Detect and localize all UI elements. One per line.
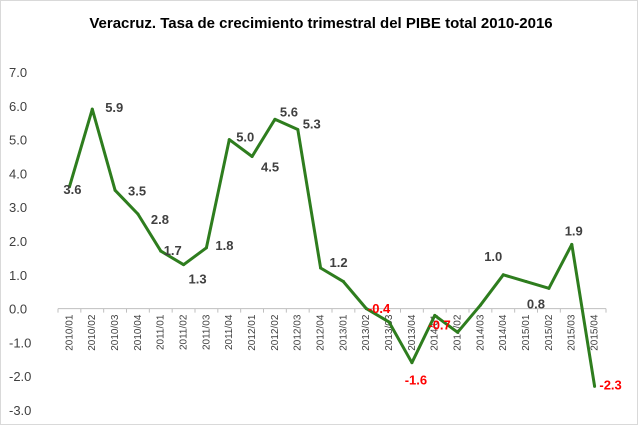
y-tick-label: 3.0 [9,200,27,215]
y-tick-label: -2.0 [9,369,31,384]
x-tick-label: 2011/03 [201,314,212,350]
x-tick-label: 2010/03 [110,314,121,351]
data-point [478,303,482,307]
data-label: 5.0 [236,130,254,145]
data-point [136,212,140,216]
data-point [364,307,368,311]
data-label: -1.6 [405,373,427,388]
data-point [204,246,208,250]
x-tick-label: 2013/01 [338,314,349,351]
x-tick-label: 2013/03 [384,314,395,351]
data-label: 5.9 [105,100,123,115]
data-label: 1.9 [565,223,583,238]
data-point [570,242,574,246]
data-label: 5.6 [280,104,298,119]
x-tick-label: 2015/04 [590,314,601,351]
data-point [456,330,460,334]
data-label: 3.5 [128,183,146,198]
x-tick-label: 2010/04 [133,314,144,351]
y-tick-label: 5.0 [9,133,27,148]
data-point [593,384,597,388]
data-label: -2.3 [599,377,621,392]
x-tick-label: 2013/02 [361,314,372,351]
data-point [273,117,277,121]
data-point [113,188,117,192]
x-tick-label: 2014/04 [498,314,509,351]
data-point [433,313,437,317]
x-tick-label: 2014/03 [475,314,486,351]
x-tick-label: 2012/02 [270,314,281,351]
y-tick-label: 2.0 [9,234,27,249]
x-tick-label: 2010/02 [87,314,98,351]
y-tick-label: 1.0 [9,268,27,283]
series-line [67,107,597,387]
data-label: 1.0 [484,249,502,264]
data-point [501,273,505,277]
data-label: 4.5 [261,160,279,175]
data-label: -0.4 [368,301,391,316]
data-label: 1.8 [215,238,233,253]
data-point [250,155,254,158]
x-tick-label: 2012/04 [316,314,327,351]
data-label: 5.3 [303,116,321,131]
data-point [90,107,94,111]
data-label: 1.3 [189,272,207,287]
x-tick-label: 2010/01 [64,314,75,351]
x-tick-label: 2014/01 [430,314,441,351]
data-point [182,263,186,267]
x-tick-label: 2011/04 [224,314,235,350]
data-label: 2.8 [151,212,169,227]
x-tick-label: 2013/04 [407,314,418,351]
data-label: 1.7 [164,243,182,258]
y-tick-label: 6.0 [9,99,27,114]
y-tick-label: 0.0 [9,302,27,317]
x-tick-label: 2015/01 [521,314,532,351]
x-tick-label: 2015/02 [544,314,555,351]
data-point [227,138,231,142]
data-point [524,280,528,284]
x-tick-label: 2011/01 [156,314,167,350]
data-point [67,185,71,189]
y-tick-label: -1.0 [9,335,31,350]
data-label: 3.6 [63,182,81,197]
data-label: 1.2 [330,255,348,270]
y-tick-label: 7.0 [9,65,27,80]
x-tick-label: 2012/03 [293,314,304,351]
y-tick-label: 4.0 [9,166,27,181]
data-label: 0.8 [527,296,545,311]
data-point [296,127,300,131]
data-point [387,320,391,324]
x-tick-label: 2011/02 [179,314,190,350]
data-point [341,280,345,284]
chart-title: Veracruz. Tasa de crecimiento trimestral… [89,15,553,32]
data-point [547,286,551,290]
data-label: -0.7 [428,317,450,332]
data-point [410,361,414,365]
x-tick-label: 2012/01 [247,314,258,351]
data-point [159,249,163,253]
y-tick-label: -3.0 [9,403,31,418]
data-point [319,266,323,270]
x-tick-label: 2015/03 [567,314,578,351]
